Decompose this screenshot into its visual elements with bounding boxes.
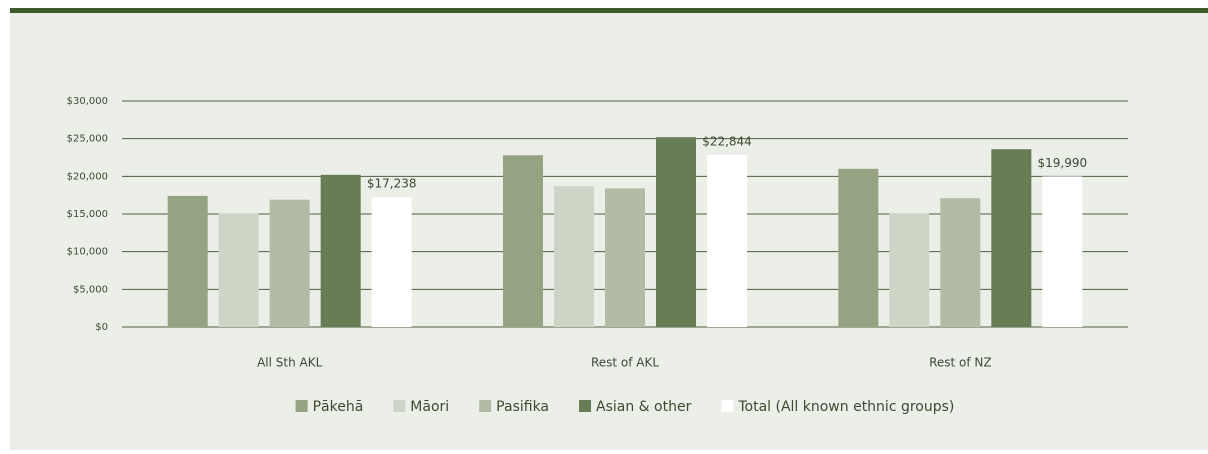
legend-swatch <box>721 400 734 412</box>
bar <box>991 149 1032 327</box>
bar <box>320 174 361 327</box>
top-bar <box>10 8 1208 13</box>
x-tick-label: Rest of AKL <box>591 356 659 370</box>
bar <box>656 137 696 327</box>
bar <box>940 198 981 327</box>
bar <box>605 188 645 327</box>
value-label: $22,844 <box>702 134 752 148</box>
bar <box>269 199 310 327</box>
legend-swatch <box>579 400 592 412</box>
bar <box>838 168 879 327</box>
legend-label: Asian & other <box>596 399 692 415</box>
y-tick-label: $25,000 <box>67 134 108 145</box>
y-tick-label: $5,000 <box>73 284 108 295</box>
bar <box>218 213 259 327</box>
legend-label: Total (All known ethnic groups) <box>737 399 954 415</box>
x-tick-label: Rest of NZ <box>929 356 992 370</box>
bar <box>371 197 412 327</box>
legend-label: Pasifika <box>496 399 549 415</box>
y-tick-label: $15,000 <box>67 209 108 220</box>
y-tick-label: $10,000 <box>67 247 108 258</box>
bar <box>889 213 930 327</box>
legend-label: Māori <box>410 399 449 415</box>
value-label: $19,990 <box>1038 156 1088 170</box>
y-tick-label: $30,000 <box>67 96 108 107</box>
value-label: $17,238 <box>367 177 417 191</box>
bar <box>554 186 594 327</box>
bar <box>707 154 747 327</box>
x-tick-label: All Sth AKL <box>257 356 323 370</box>
bar <box>1042 176 1083 327</box>
y-tick-label: $20,000 <box>67 171 108 182</box>
y-tick-label: $0 <box>95 322 108 333</box>
legend-swatch <box>295 400 308 412</box>
legend-swatch <box>393 400 406 412</box>
legend-swatch <box>479 400 492 412</box>
legend-label: Pākehā <box>313 399 364 415</box>
bar <box>167 195 208 327</box>
bar <box>503 155 543 327</box>
